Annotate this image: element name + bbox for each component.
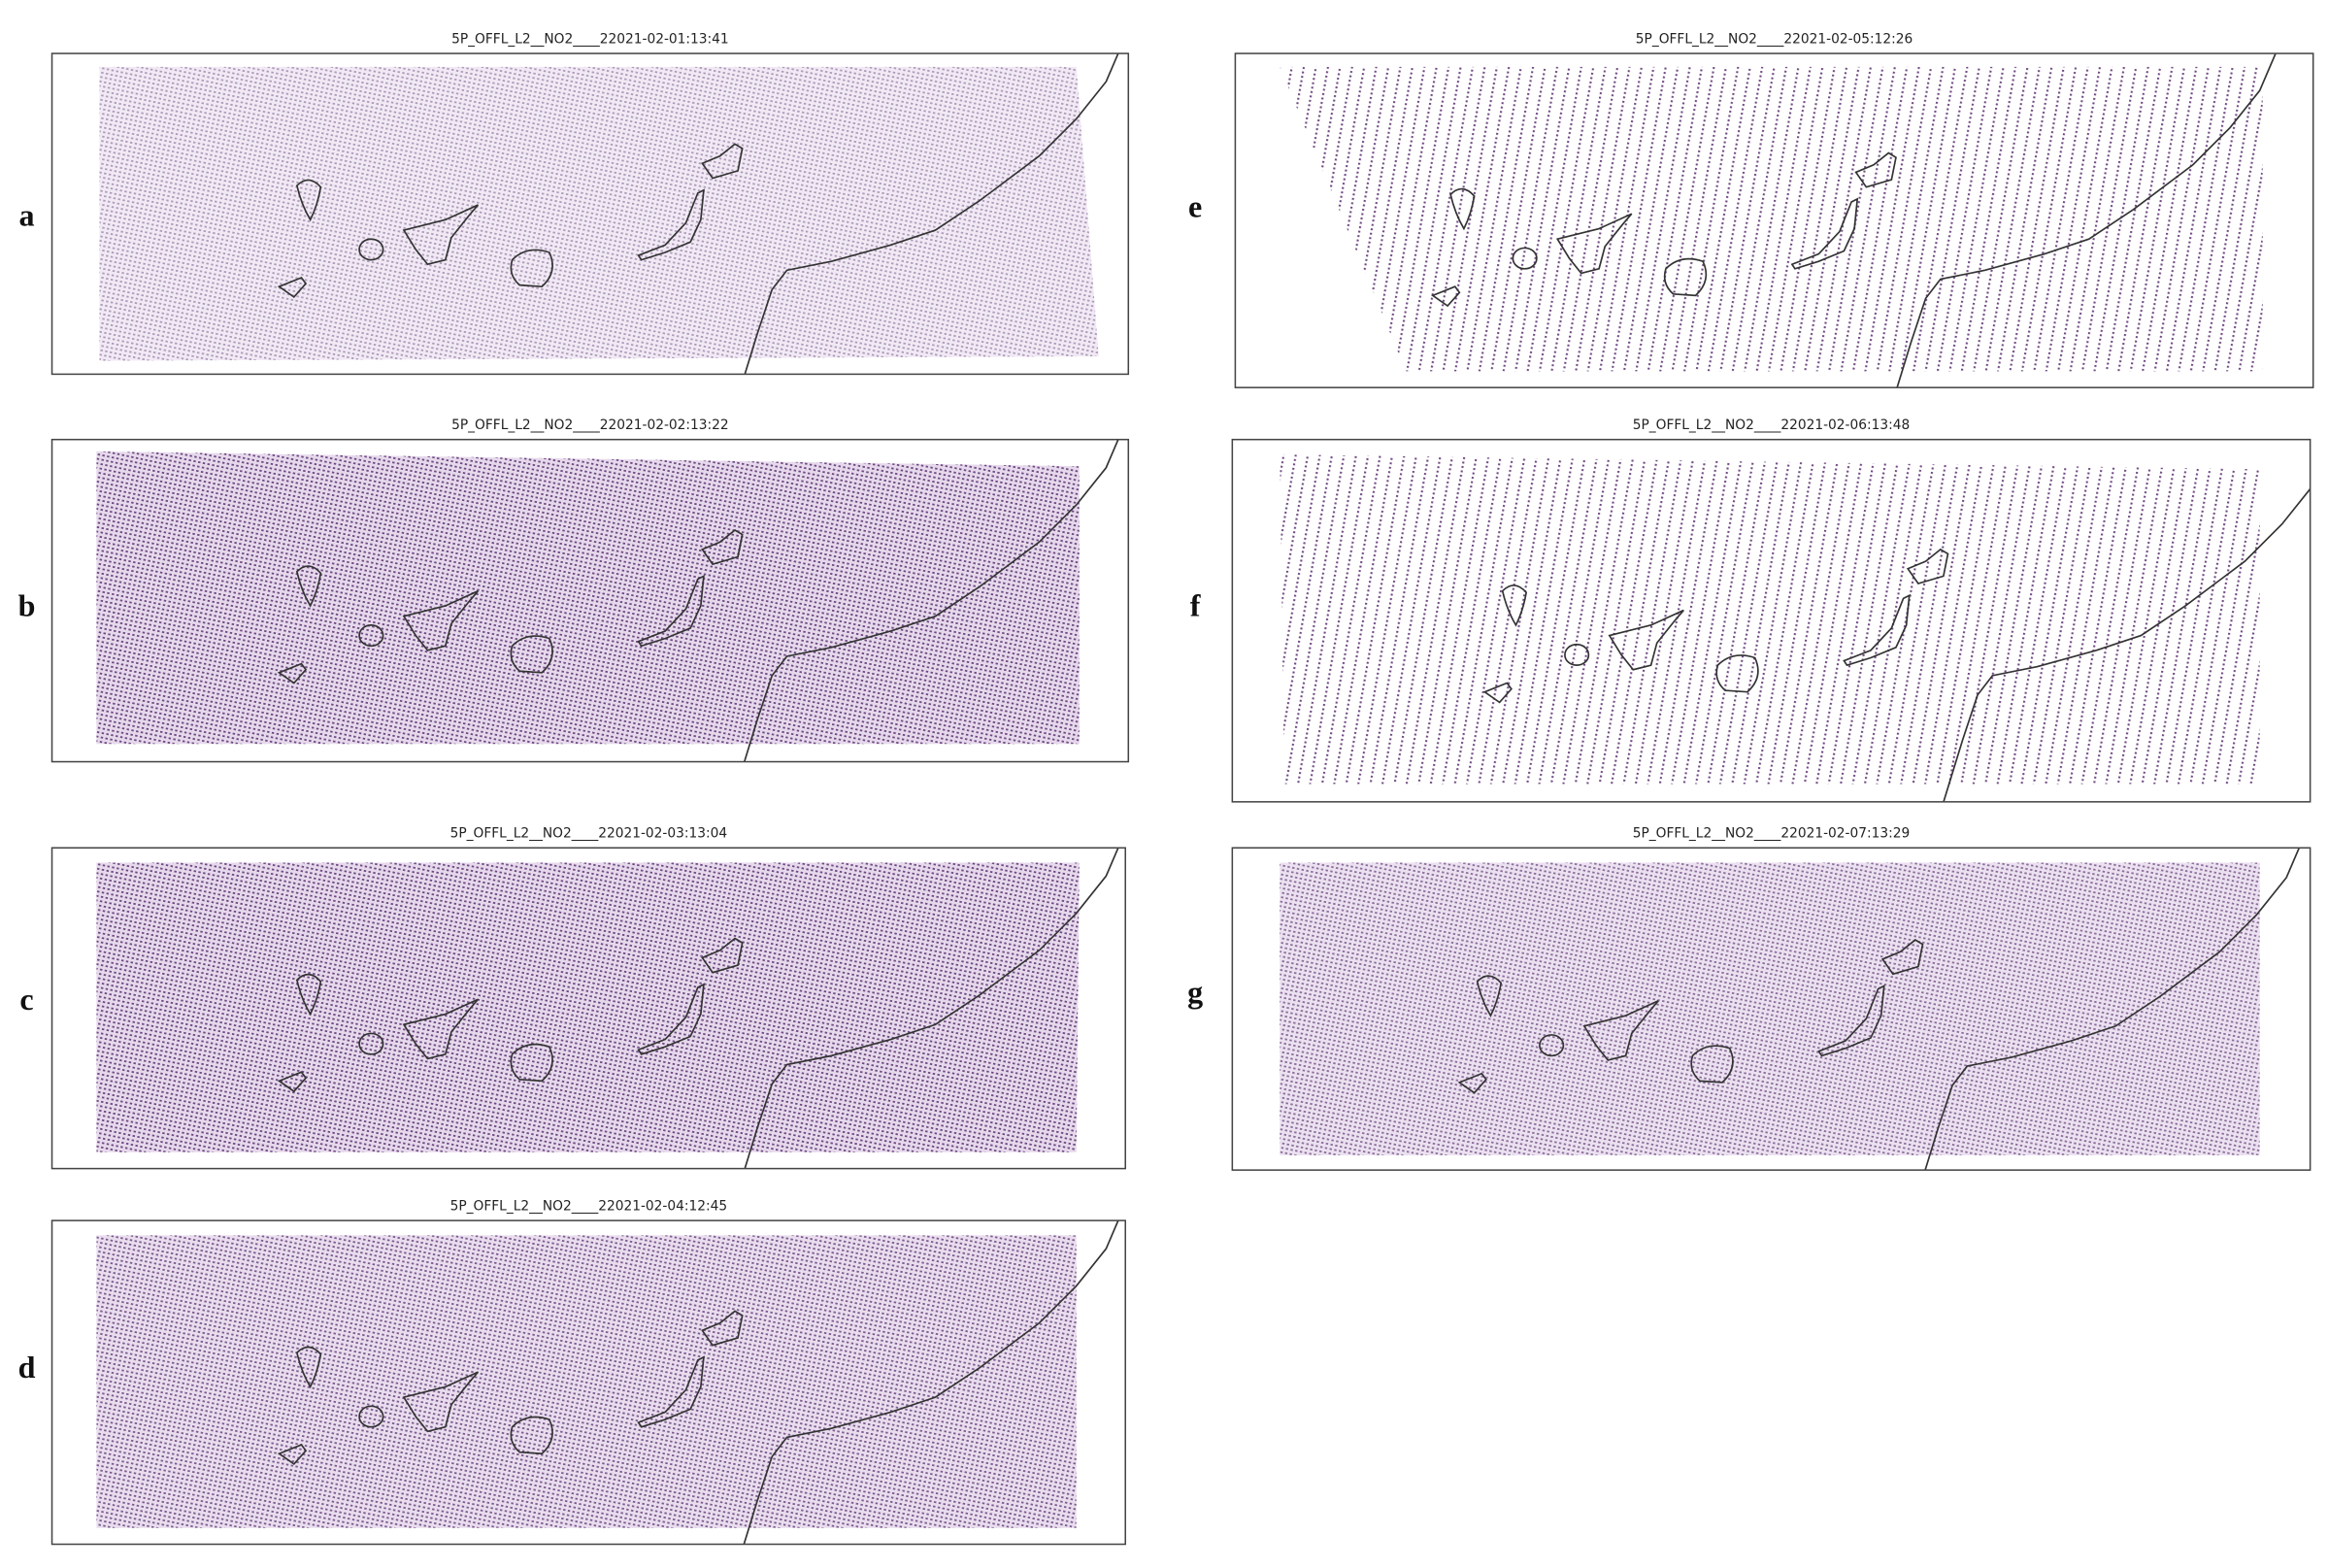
satellite-swath: [96, 1235, 1077, 1528]
map-panel: 5P_OFFL_L2__NO2____22021-02-04:12:45d: [18, 1198, 1127, 1546]
map-area: [96, 439, 1129, 762]
panel-title: 5P_OFFL_L2__NO2____22021-02-02:13:22: [451, 417, 729, 433]
panel-title: 5P_OFFL_L2__NO2____22021-02-06:13:48: [1633, 417, 1911, 433]
satellite-swath: [96, 450, 1080, 745]
panel-title: 5P_OFFL_L2__NO2____22021-02-05:12:26: [1636, 31, 1913, 47]
panel-title: 5P_OFFL_L2__NO2____22021-02-04:12:45: [450, 1198, 728, 1214]
panel-label: f: [1190, 588, 1201, 623]
panel-title: 5P_OFFL_L2__NO2____22021-02-03:13:04: [450, 826, 728, 842]
panel-frame: [50, 847, 1127, 1170]
satellite-swath: [99, 66, 1099, 361]
satellite-swath: [96, 862, 1080, 1152]
panel-label: c: [19, 982, 33, 1017]
map-area: [96, 1220, 1126, 1545]
panel-title: 5P_OFFL_L2__NO2____22021-02-01:13:41: [451, 31, 729, 47]
panel-label: b: [18, 588, 36, 623]
panel-frame: [1231, 438, 2311, 803]
map-panel: 5P_OFFL_L2__NO2____22021-02-06:13:48f: [1190, 417, 2311, 803]
panel-frame: [1231, 847, 2311, 1171]
map-area: [1280, 439, 2311, 802]
panel-label: e: [1188, 188, 1202, 223]
panel-frame: [1234, 52, 2314, 388]
map-panel: 5P_OFFL_L2__NO2____22021-02-02:13:22b: [18, 417, 1130, 763]
panel-label: d: [18, 1350, 36, 1385]
map-area: [1280, 53, 2283, 388]
satellite-swath: [1280, 66, 2263, 372]
panel-frame: [50, 438, 1130, 763]
panel-label: a: [18, 197, 34, 232]
satellite-swath: [1280, 453, 2260, 784]
map-area: [96, 848, 1126, 1169]
panel-title: 5P_OFFL_L2__NO2____22021-02-07:13:29: [1633, 826, 1911, 842]
map-area: [1280, 848, 2310, 1171]
map-area: [99, 53, 1129, 375]
map-panel: 5P_OFFL_L2__NO2____22021-02-05:12:26e: [1188, 31, 2314, 388]
map-panel: 5P_OFFL_L2__NO2____22021-02-07:13:29g: [1187, 826, 2311, 1171]
map-panel: 5P_OFFL_L2__NO2____22021-02-03:13:04c: [19, 826, 1127, 1170]
panel-frame: [50, 52, 1130, 376]
map-panel: 5P_OFFL_L2__NO2____22021-02-01:13:41a: [18, 31, 1130, 376]
panel-frame: [50, 1219, 1127, 1546]
panel-label: g: [1187, 974, 1203, 1009]
satellite-swath: [1280, 862, 2260, 1155]
